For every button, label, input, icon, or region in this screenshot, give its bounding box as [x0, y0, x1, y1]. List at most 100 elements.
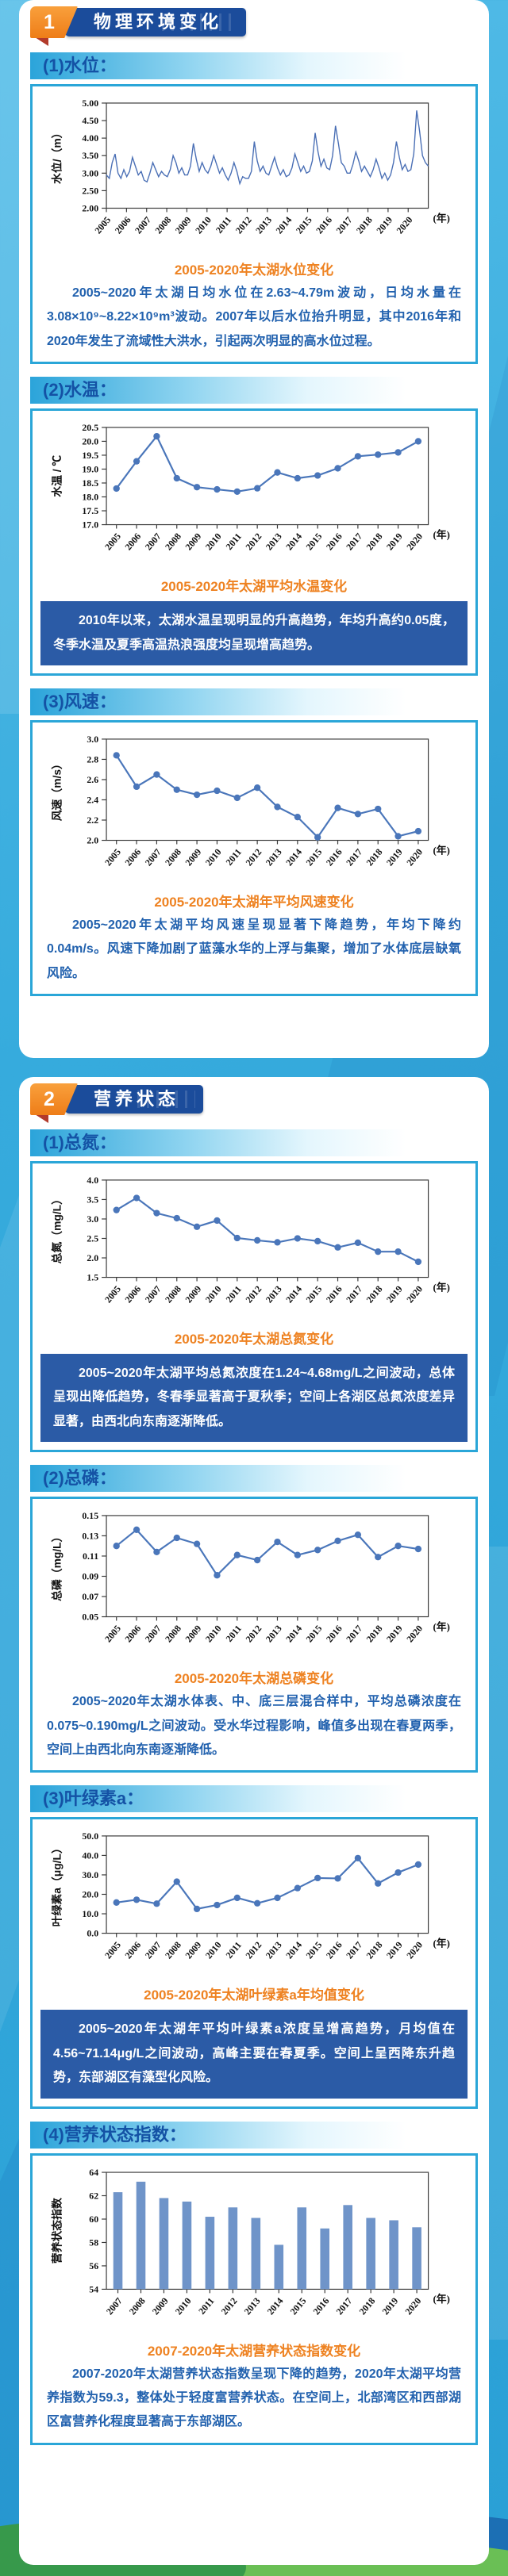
svg-text:2005: 2005 [102, 531, 123, 552]
svg-text:3.00: 3.00 [82, 167, 98, 178]
section-water-temperature: (2)水温： 17.0 17.5 18.0 18.5 19.0 19.5 20.0 20.5 2… [19, 377, 489, 676]
svg-text:2017: 2017 [333, 2295, 354, 2317]
section-paragraph: 2005~2020年太湖水体表、中、底三层混合样中，平均总磷浓度在0.075~0… [47, 1695, 461, 1757]
svg-text:2005: 2005 [102, 1623, 123, 1644]
svg-text:2010: 2010 [203, 531, 224, 552]
svg-text:2019: 2019 [384, 1940, 405, 1961]
svg-text:58: 58 [89, 2237, 98, 2248]
chart-caption: 2005-2020年太湖年平均风速变化 [154, 894, 354, 910]
svg-text:20.0: 20.0 [82, 1889, 98, 1900]
svg-text:2010: 2010 [193, 214, 214, 236]
svg-text:2015: 2015 [303, 1623, 324, 1644]
svg-text:2011: 2011 [223, 846, 244, 868]
section-panel: 54 56 58 60 62 64 2007 2008 2009 2010 2011 2012 2013… [30, 2152, 478, 2445]
svg-text:2019: 2019 [384, 1623, 405, 1644]
svg-text:2012: 2012 [219, 2295, 240, 2317]
svg-text:1.5: 1.5 [87, 1272, 98, 1283]
section-wind-speed: (3)风速： 2.0 2.2 2.4 2.6 2.8 3.0 2005 2006 2007 200… [19, 688, 489, 997]
svg-text:2008: 2008 [163, 846, 183, 868]
section-heading: (1)总氮： [30, 1129, 478, 1156]
svg-text:2013: 2013 [242, 2295, 263, 2317]
svg-text:2008: 2008 [163, 531, 183, 552]
svg-text:2011: 2011 [223, 1623, 244, 1644]
svg-text:2014: 2014 [283, 846, 304, 868]
part-2-badge: 营养状态 2 [30, 1083, 489, 1123]
svg-text:2013: 2013 [264, 1623, 284, 1644]
svg-text:2009: 2009 [183, 846, 203, 868]
svg-text:2014: 2014 [283, 1623, 304, 1644]
svg-text:(年): (年) [433, 2293, 450, 2305]
svg-text:2018: 2018 [364, 846, 384, 868]
svg-text:2007: 2007 [143, 1623, 164, 1644]
svg-text:2005: 2005 [102, 1283, 123, 1305]
svg-text:20.0: 20.0 [82, 436, 98, 447]
svg-text:2015: 2015 [303, 531, 324, 552]
section-heading: (4)营养状态指数： [30, 2121, 478, 2149]
svg-text:2013: 2013 [264, 1940, 284, 1961]
svg-text:2018: 2018 [354, 214, 375, 236]
svg-text:2.8: 2.8 [87, 753, 98, 765]
svg-text:2018: 2018 [364, 1940, 384, 1961]
svg-text:2.5: 2.5 [87, 1232, 98, 1244]
svg-text:18.5: 18.5 [82, 477, 98, 489]
svg-text:2007: 2007 [104, 2295, 125, 2317]
section-panel: 2.0 2.2 2.4 2.6 2.8 3.0 2005 2006 2007 2008 2009 20… [30, 719, 478, 997]
section-paragraph: 2005~2020年太湖平均风速呈现显著下降趋势，年均下降约0.04m/s。风速… [47, 918, 461, 980]
svg-text:2009: 2009 [183, 1940, 203, 1961]
svg-text:2008: 2008 [163, 1283, 183, 1305]
svg-text:64: 64 [89, 2167, 98, 2178]
svg-text:2012: 2012 [243, 1623, 264, 1644]
svg-text:2007: 2007 [143, 531, 164, 552]
trophic-index-chart: 54 56 58 60 62 64 2007 2008 2009 2010 2011 2012 2013… [37, 2162, 471, 2336]
svg-text:叶绿素a（μg/L）: 叶绿素a（μg/L） [51, 1843, 64, 1927]
svg-text:(年): (年) [433, 1938, 450, 1949]
svg-text:2006: 2006 [122, 1623, 143, 1644]
svg-text:2019: 2019 [379, 2295, 400, 2317]
svg-text:19.5: 19.5 [82, 450, 98, 461]
svg-text:2016: 2016 [324, 846, 344, 868]
svg-text:2009: 2009 [183, 1623, 203, 1644]
svg-text:3.5: 3.5 [87, 1194, 98, 1205]
svg-text:40.0: 40.0 [82, 1850, 98, 1861]
svg-text:2020: 2020 [404, 1283, 425, 1305]
svg-text:30.0: 30.0 [82, 1869, 98, 1880]
svg-text:2006: 2006 [113, 214, 133, 236]
chart-caption: 2005-2020年太湖总磷变化 [174, 1671, 334, 1687]
chart-caption: 2005-2020年太湖总氮变化 [174, 1332, 334, 1347]
svg-text:2020: 2020 [404, 1623, 425, 1644]
svg-text:18.0: 18.0 [82, 492, 98, 503]
section-panel: 0.0 10.0 20.0 30.0 40.0 50.0 2005 2006 2007 2008 2… [30, 1817, 478, 2109]
section-total-nitrogen: (1)总氮： 1.5 2.0 2.5 3.0 3.5 4.0 2005 2006 2007 200… [19, 1129, 489, 1453]
svg-text:0.13: 0.13 [82, 1531, 98, 1542]
svg-text:0.05: 0.05 [82, 1612, 98, 1623]
svg-text:2010: 2010 [203, 1940, 224, 1961]
svg-text:2.2: 2.2 [87, 815, 98, 826]
svg-text:2020: 2020 [394, 214, 415, 236]
svg-text:2009: 2009 [183, 531, 203, 552]
section-water-level: (1)水位： 2.00 2.50 3.00 3.50 4.00 4.50 5.00 2005 2… [19, 52, 489, 365]
svg-text:2005: 2005 [102, 846, 123, 868]
part-1-title: 物理环境变化 [65, 8, 247, 36]
svg-text:2011: 2011 [223, 1940, 244, 1961]
svg-text:2017: 2017 [344, 1283, 364, 1305]
total-phosphorus-chart: 0.05 0.07 0.09 0.11 0.13 0.15 2005 2006 2007 2008… [37, 1505, 471, 1664]
chart-caption: 2005-2020年太湖水位变化 [174, 263, 334, 278]
highlight-paragraph-box: 2005~2020年太湖平均总氮浓度在1.24~4.68mg/L之间波动，总体呈… [40, 1354, 468, 1443]
svg-text:2016: 2016 [324, 531, 344, 552]
svg-text:2005: 2005 [92, 214, 113, 236]
section-panel: 0.05 0.07 0.09 0.11 0.13 0.15 2005 2006 2007 2008… [30, 1497, 478, 1773]
svg-text:20.5: 20.5 [82, 422, 98, 433]
svg-text:2014: 2014 [283, 1940, 304, 1961]
svg-text:2009: 2009 [183, 1283, 203, 1305]
svg-text:(年): (年) [433, 1621, 450, 1633]
svg-text:2011: 2011 [223, 1283, 244, 1305]
svg-text:水位/（m）: 水位/（m） [51, 128, 64, 184]
svg-text:2008: 2008 [163, 1623, 183, 1644]
svg-text:2015: 2015 [288, 2295, 309, 2317]
card-nutrient-status: 营养状态 2 (1)总氮： 1.5 2.0 2.5 3.0 3.5 4.0 2005 2006… [19, 1077, 489, 2565]
svg-text:2018: 2018 [364, 1283, 384, 1305]
svg-text:2011: 2011 [223, 531, 244, 552]
svg-text:2020: 2020 [404, 846, 425, 868]
svg-text:62: 62 [89, 2190, 98, 2201]
